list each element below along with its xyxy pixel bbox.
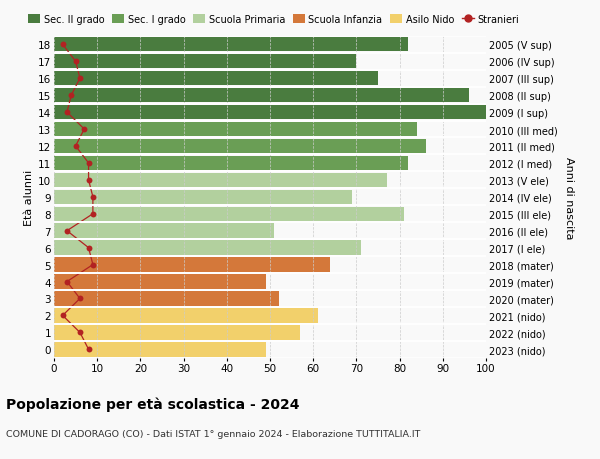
Point <box>79 126 89 134</box>
Point <box>88 194 98 201</box>
Bar <box>54 258 331 272</box>
Point <box>62 278 72 285</box>
Point <box>71 143 80 150</box>
Bar <box>54 291 278 306</box>
Point <box>71 58 80 66</box>
Bar <box>54 123 417 137</box>
Bar <box>54 55 356 69</box>
Point <box>58 312 67 319</box>
Bar <box>54 207 404 221</box>
Point <box>58 41 67 49</box>
Legend: Sec. II grado, Sec. I grado, Scuola Primaria, Scuola Infanzia, Asilo Nido, Stran: Sec. II grado, Sec. I grado, Scuola Prim… <box>25 11 523 28</box>
Point <box>75 295 85 302</box>
Bar <box>54 241 361 255</box>
Point <box>75 329 85 336</box>
Point <box>62 228 72 235</box>
Bar <box>54 224 274 238</box>
Point <box>84 177 94 184</box>
Text: COMUNE DI CADORAGO (CO) - Dati ISTAT 1° gennaio 2024 - Elaborazione TUTTITALIA.I: COMUNE DI CADORAGO (CO) - Dati ISTAT 1° … <box>6 429 421 438</box>
Bar <box>54 173 386 188</box>
Point <box>88 211 98 218</box>
Point <box>62 109 72 117</box>
Point <box>88 261 98 269</box>
Bar <box>54 275 266 289</box>
Point <box>84 346 94 353</box>
Point <box>84 245 94 252</box>
Bar <box>54 140 425 154</box>
Bar <box>54 106 486 120</box>
Y-axis label: Anni di nascita: Anni di nascita <box>564 156 574 239</box>
Point <box>67 92 76 100</box>
Bar <box>54 325 300 340</box>
Bar <box>54 72 378 86</box>
Point <box>75 75 85 83</box>
Y-axis label: Età alunni: Età alunni <box>24 169 34 225</box>
Bar <box>54 89 469 103</box>
Bar <box>54 342 266 357</box>
Bar <box>54 38 408 52</box>
Text: Popolazione per età scolastica - 2024: Popolazione per età scolastica - 2024 <box>6 397 299 412</box>
Point <box>84 160 94 167</box>
Bar <box>54 190 352 205</box>
Bar <box>54 308 317 323</box>
Bar <box>54 157 408 171</box>
